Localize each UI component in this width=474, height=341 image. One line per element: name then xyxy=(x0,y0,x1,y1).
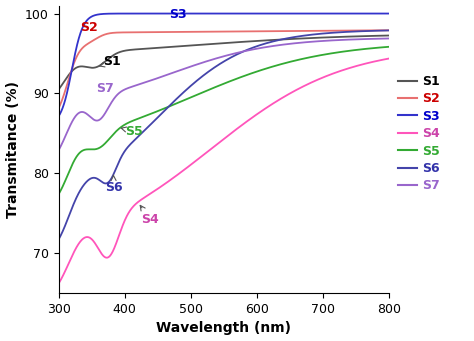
S7 xyxy=(319,39,325,43)
S3 xyxy=(201,12,207,16)
S6 xyxy=(201,73,207,77)
Text: S7: S7 xyxy=(96,82,113,95)
S2 xyxy=(90,39,95,43)
Line: S7: S7 xyxy=(59,39,389,150)
Line: S1: S1 xyxy=(59,35,389,89)
S2 xyxy=(319,29,325,33)
S1 xyxy=(283,37,288,41)
Text: S1: S1 xyxy=(100,56,121,69)
Text: S3: S3 xyxy=(169,8,187,21)
S7 xyxy=(56,148,62,152)
Text: S6: S6 xyxy=(105,175,123,194)
S4 xyxy=(319,76,325,80)
S3 xyxy=(262,12,268,16)
S4 xyxy=(201,152,207,157)
S6 xyxy=(319,32,325,36)
S4 xyxy=(386,57,392,61)
S7 xyxy=(386,36,392,41)
S6 xyxy=(386,28,392,32)
S3 xyxy=(313,12,319,16)
S4 xyxy=(189,162,195,166)
Line: S2: S2 xyxy=(59,30,389,108)
S5 xyxy=(90,147,95,151)
X-axis label: Wavelength (nm): Wavelength (nm) xyxy=(156,322,291,336)
S7 xyxy=(201,60,207,64)
S1 xyxy=(90,66,95,70)
S7 xyxy=(313,39,319,43)
S1 xyxy=(189,43,195,47)
Line: S5: S5 xyxy=(59,47,389,194)
S5 xyxy=(56,192,62,196)
S3 xyxy=(386,12,392,16)
S2 xyxy=(313,29,319,33)
S6 xyxy=(56,237,62,241)
Text: S4: S4 xyxy=(140,205,159,226)
S5 xyxy=(386,45,392,49)
S2 xyxy=(283,29,288,33)
S5 xyxy=(283,61,288,65)
S3 xyxy=(189,12,195,16)
S2 xyxy=(386,28,392,32)
S3 xyxy=(319,12,325,16)
S2 xyxy=(189,30,195,34)
S1 xyxy=(319,35,325,40)
S3 xyxy=(90,14,95,18)
S6 xyxy=(313,32,319,36)
S2 xyxy=(201,30,207,34)
S1 xyxy=(201,43,207,47)
S3 xyxy=(283,12,289,16)
S3 xyxy=(56,114,62,118)
Text: S5: S5 xyxy=(121,125,143,138)
Legend: S1, S2, S3, S4, S5, S6, S7: S1, S2, S3, S4, S5, S6, S7 xyxy=(398,75,440,192)
S5 xyxy=(189,95,195,99)
S4 xyxy=(56,281,62,285)
Text: S2: S2 xyxy=(81,21,98,34)
S5 xyxy=(319,53,325,57)
S6 xyxy=(283,36,288,41)
Line: S3: S3 xyxy=(59,14,389,116)
S1 xyxy=(386,33,392,38)
S7 xyxy=(189,64,195,68)
S4 xyxy=(313,78,319,83)
S7 xyxy=(283,42,288,46)
S6 xyxy=(189,83,195,87)
Y-axis label: Transmitance (%): Transmitance (%) xyxy=(6,81,19,218)
S2 xyxy=(56,106,62,110)
S7 xyxy=(90,117,95,121)
S4 xyxy=(90,238,95,242)
S1 xyxy=(313,36,319,40)
S6 xyxy=(90,176,95,180)
S1 xyxy=(56,87,62,91)
Line: S6: S6 xyxy=(59,30,389,239)
S5 xyxy=(201,90,207,94)
S5 xyxy=(313,54,319,58)
S4 xyxy=(283,94,288,98)
Line: S4: S4 xyxy=(59,59,389,283)
